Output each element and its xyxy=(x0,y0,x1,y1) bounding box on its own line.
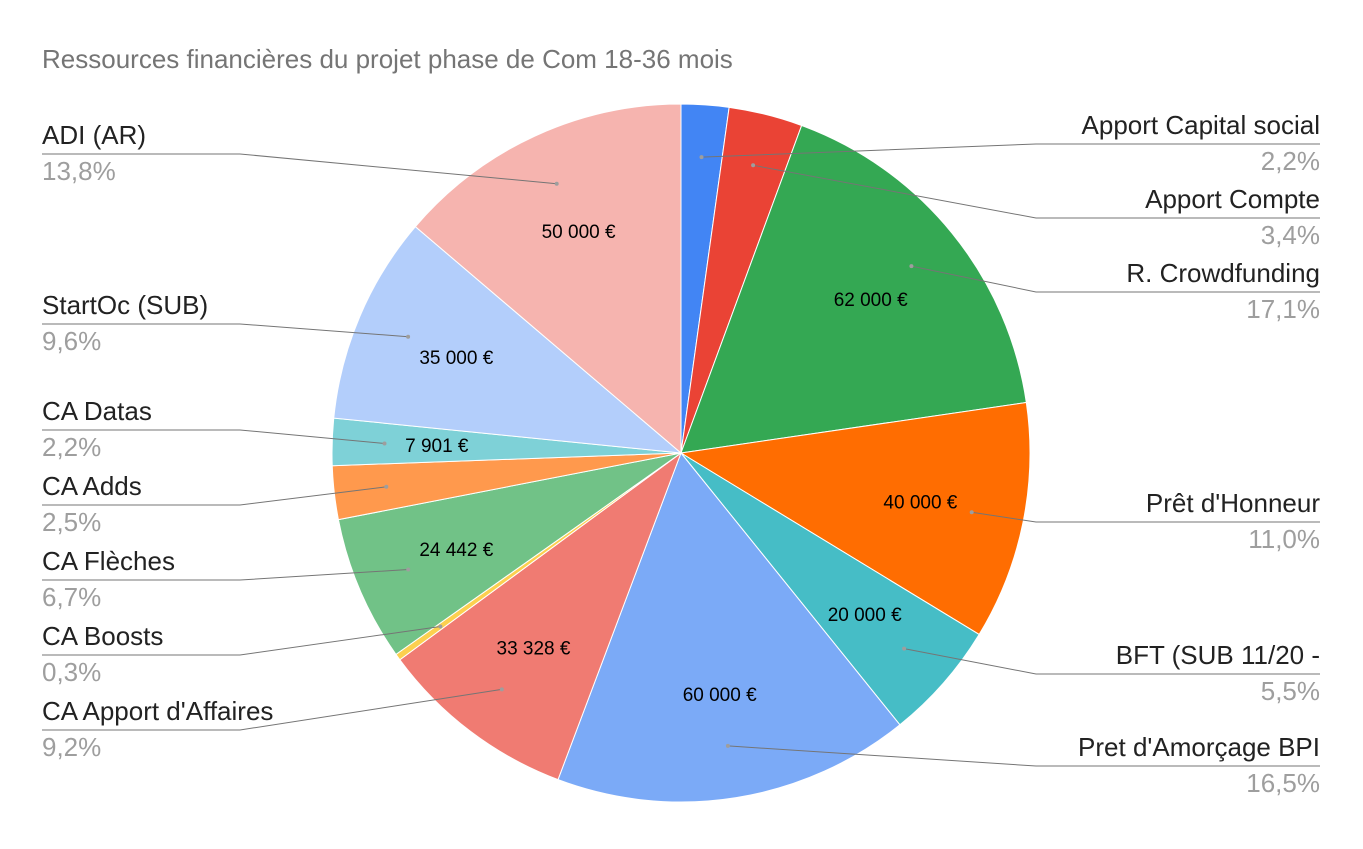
pie-slice-6 xyxy=(399,451,683,781)
slice-value-label-5: 60 000 € xyxy=(683,685,757,706)
leader-line-11 xyxy=(42,323,409,338)
slice-percent-label-11: 9,6% xyxy=(42,326,101,356)
slice-value-label-11: 35 000 € xyxy=(419,348,493,369)
leader-line-9 xyxy=(42,486,387,506)
leader-dot-8 xyxy=(406,567,411,572)
slice-value-label-3: 40 000 € xyxy=(883,493,957,514)
slice-name-label-2: R. Crowdfunding xyxy=(1126,258,1320,288)
leader-dot-4 xyxy=(902,646,907,651)
slice-name-label-10: CA Datas xyxy=(42,396,152,426)
slice-value-labels: 62 000 € 40 000 € 20 000 € 60 000 € 33 328 €… xyxy=(405,222,958,706)
leader-line-3 xyxy=(971,511,1320,523)
slice-name-label-1: Apport Compte xyxy=(1145,184,1320,214)
slice-percent-label-4: 5,5% xyxy=(1261,676,1320,706)
slice-name-label-9: CA Adds xyxy=(42,471,142,501)
slice-percent-label-6: 9,2% xyxy=(42,732,101,762)
pie-slice-3 xyxy=(679,401,1031,636)
pie-slice-11 xyxy=(333,225,683,454)
leader-line-1 xyxy=(753,164,1320,219)
slice-name-label-7: CA Boosts xyxy=(42,621,163,651)
slice-percent-label-3: 11,0% xyxy=(1248,524,1320,554)
leader-dot-9 xyxy=(384,484,389,489)
slice-value-label-4: 20 000 € xyxy=(828,605,902,626)
leader-lines xyxy=(42,143,1320,767)
chart-title: Ressources financières du projet phase d… xyxy=(42,44,733,74)
slice-percent-label-12: 13,8% xyxy=(42,156,116,186)
leader-dot-7 xyxy=(438,624,443,629)
slice-name-label-11: StartOc (SUB) xyxy=(42,290,208,320)
slice-percent-label-8: 6,7% xyxy=(42,582,101,612)
slice-percent-label-7: 0,3% xyxy=(42,657,101,687)
leader-line-4 xyxy=(904,648,1320,675)
leader-dot-11 xyxy=(406,334,411,339)
leader-line-12 xyxy=(42,153,557,185)
leader-line-5 xyxy=(727,745,1320,767)
outer-labels: Apport Capital social 2,2% Apport Compte 3,… xyxy=(42,110,1320,798)
slice-name-label-3: Prêt d'Honneur xyxy=(1146,488,1320,518)
slice-value-label-10: 7 901 € xyxy=(405,436,469,457)
leader-line-2 xyxy=(911,265,1320,293)
pie-slice-12 xyxy=(414,103,682,455)
leader-line-6 xyxy=(42,688,502,731)
pie-slices xyxy=(331,103,1031,803)
slice-name-label-6: CA Apport d'Affaires xyxy=(42,696,273,726)
leader-dot-5 xyxy=(725,743,730,748)
leader-line-8 xyxy=(42,569,409,581)
pie-slice-2 xyxy=(680,124,1027,454)
slice-percent-label-10: 2,2% xyxy=(42,432,101,462)
leader-dot-0 xyxy=(699,155,704,160)
leader-dot-1 xyxy=(751,163,756,168)
slice-value-label-8: 24 442 € xyxy=(419,540,493,561)
slice-name-label-5: Pret d'Amorçage BPI xyxy=(1078,732,1320,762)
slice-value-label-12: 50 000 € xyxy=(542,222,616,243)
leader-dot-2 xyxy=(909,264,914,269)
slice-name-label-4: BFT (SUB 11/20 - xyxy=(1116,640,1320,670)
leader-line-0 xyxy=(701,143,1320,158)
slice-percent-label-5: 16,5% xyxy=(1246,768,1320,798)
leader-line-10 xyxy=(42,429,385,444)
slice-percent-label-9: 2,5% xyxy=(42,507,101,537)
slice-percent-label-1: 3,4% xyxy=(1261,220,1320,250)
slice-name-label-12: ADI (AR) xyxy=(42,120,146,150)
leader-dot-10 xyxy=(382,441,387,446)
slice-percent-label-0: 2,2% xyxy=(1261,146,1320,176)
leader-dot-3 xyxy=(969,510,974,515)
leader-dot-6 xyxy=(499,687,504,692)
leader-dot-12 xyxy=(554,181,559,186)
slice-value-label-2: 62 000 € xyxy=(834,290,908,311)
slice-percent-label-2: 17,1% xyxy=(1246,294,1320,324)
slice-name-label-0: Apport Capital social xyxy=(1082,110,1320,140)
leader-line-7 xyxy=(42,626,441,656)
pie-slice-5 xyxy=(557,452,901,803)
slice-name-label-8: CA Flèches xyxy=(42,546,175,576)
slice-value-label-6: 33 328 € xyxy=(497,639,571,660)
